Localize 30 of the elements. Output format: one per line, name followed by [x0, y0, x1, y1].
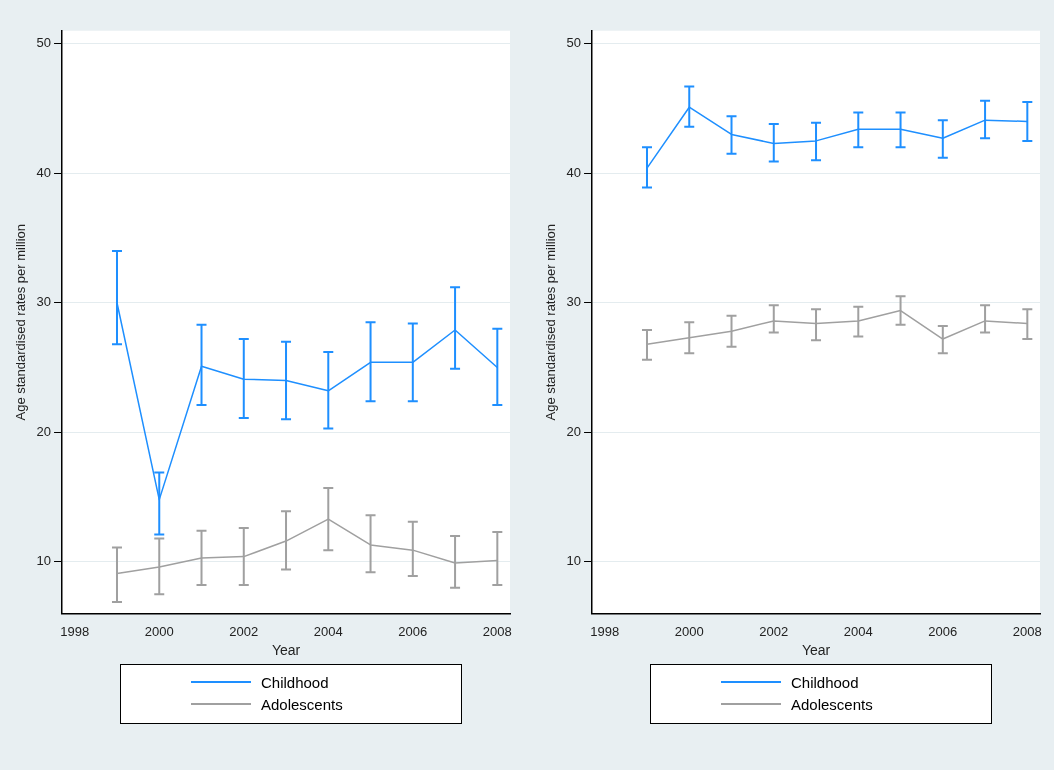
x-tick-label: 2002 — [759, 623, 789, 639]
y-tick-label: 30 — [36, 294, 52, 310]
x-tick-label: 2000 — [144, 623, 174, 639]
x-tick-label: 2008 — [1012, 623, 1042, 639]
y-tick-label: 20 — [36, 423, 52, 439]
y-tick-label: 50 — [566, 35, 582, 51]
y-tick-label: 50 — [36, 35, 52, 51]
x-tick-label: 2002 — [229, 623, 259, 639]
x-tick-label: 2006 — [928, 623, 958, 639]
legend-label: Childhood — [261, 673, 329, 691]
y-tick-label: 40 — [36, 164, 52, 180]
x-axis-title: Year — [271, 642, 301, 659]
y-tick-label: 40 — [566, 164, 582, 180]
y-tick-label: 20 — [566, 423, 582, 439]
y-tick-label: 10 — [36, 553, 52, 569]
legend-label: Adolescents — [261, 695, 343, 713]
y-tick-label: 30 — [566, 294, 582, 310]
y-tick-label: 10 — [566, 553, 582, 569]
legend-label: Adolescents — [791, 695, 873, 713]
x-tick-label: 2008 — [482, 623, 512, 639]
legend-label: Childhood — [791, 673, 859, 691]
x-tick-label: 2006 — [398, 623, 428, 639]
x-tick-label: 2004 — [843, 623, 873, 639]
x-axis-title: Year — [801, 642, 831, 659]
y-axis-title: Age standardised rates per million — [13, 223, 29, 421]
x-tick-label: 2004 — [313, 623, 343, 639]
x-tick-label: 1998 — [590, 623, 620, 639]
y-axis-title: Age standardised rates per million — [543, 223, 559, 421]
x-tick-label: 2000 — [674, 623, 704, 639]
x-tick-label: 1998 — [60, 623, 90, 639]
